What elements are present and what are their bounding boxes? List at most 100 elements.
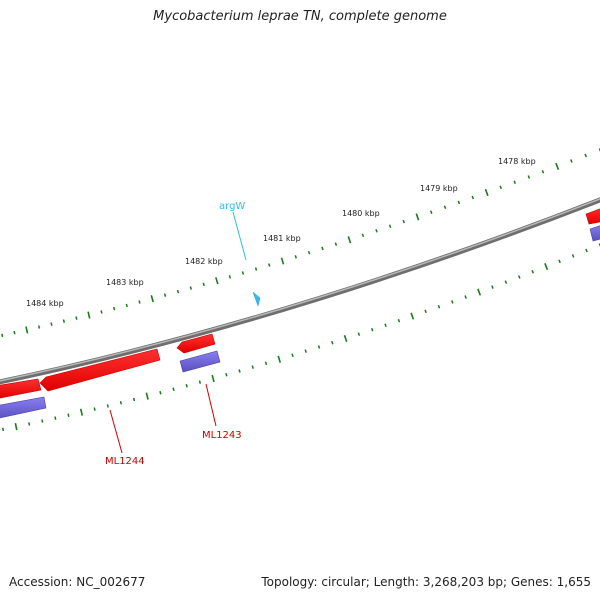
inner-minor-tick — [397, 318, 401, 323]
outer-major-tick — [280, 257, 285, 265]
argW-trna-marker[interactable] — [252, 291, 261, 307]
outer-minor-tick — [443, 205, 447, 210]
argW-label: argW — [219, 201, 245, 212]
cds-arrow-ml1244[interactable] — [39, 348, 161, 392]
inner-minor-tick — [585, 248, 588, 253]
inner-minor-tick — [518, 275, 521, 279]
inner-major-tick — [79, 408, 84, 416]
outer-minor-tick — [125, 303, 128, 308]
outer-minor-tick — [62, 319, 66, 323]
outer-minor-tick — [241, 271, 245, 275]
tick-label-1480: 1480 kbp — [342, 209, 380, 218]
inner-minor-tick — [558, 259, 561, 264]
tick-label-1483: 1483 kbp — [106, 278, 144, 287]
ml1244-label: ML1244 — [105, 456, 145, 467]
map-title: Mycobacterium leprae TN, complete genome — [153, 9, 447, 24]
outer-minor-tick — [541, 169, 545, 174]
inner-major-tick — [343, 334, 348, 343]
inner-minor-tick — [491, 285, 494, 289]
genome-summary-text: Topology: circular; Length: 3,268,203 bp… — [261, 575, 591, 589]
inner-minor-tick — [317, 345, 321, 349]
inner-minor-tick — [384, 323, 387, 328]
inner-minor-tick — [1, 427, 5, 432]
inner-minor-tick — [437, 304, 441, 309]
outer-minor-tick — [100, 310, 103, 314]
inner-minor-tick — [357, 332, 361, 336]
inner-minor-tick — [531, 270, 534, 274]
gene-bar-right-edge[interactable] — [589, 224, 600, 242]
inner-minor-tick — [251, 365, 254, 369]
tick-label-1478: 1478 kbp — [498, 157, 536, 166]
outer-minor-tick — [388, 224, 392, 229]
inner-major-tick — [211, 374, 215, 383]
ml1243-label-line — [205, 383, 217, 427]
outer-major-tick — [484, 188, 489, 197]
inner-minor-tick — [225, 372, 228, 377]
inner-minor-tick — [504, 280, 508, 284]
outer-minor-tick — [499, 185, 503, 190]
cds-arrow-left-edge[interactable] — [0, 378, 42, 399]
outer-minor-tick — [321, 246, 324, 251]
outer-minor-tick — [570, 159, 573, 163]
genome-backbone-highlight — [0, 198, 600, 382]
outer-ruler-ticks — [1, 148, 600, 338]
outer-minor-tick — [294, 255, 298, 259]
inner-minor-tick — [106, 404, 109, 408]
tick-label-1479: 1479 kbp — [420, 184, 458, 193]
outer-minor-tick — [527, 175, 531, 179]
outer-minor-tick — [163, 293, 167, 297]
outer-major-tick — [347, 236, 352, 244]
inner-minor-tick — [198, 380, 202, 384]
inner-minor-tick — [159, 391, 162, 395]
inner-minor-tick — [28, 422, 31, 426]
inner-major-tick — [14, 423, 18, 431]
outer-minor-tick — [37, 325, 41, 329]
inner-minor-tick — [370, 327, 374, 332]
outer-minor-tick — [429, 210, 433, 214]
inner-ruler-ticks — [1, 243, 600, 432]
inner-major-tick — [145, 392, 149, 400]
argW-label-line — [232, 211, 247, 261]
gene-bar-ml1244[interactable] — [0, 396, 47, 419]
cds-arrow-right-edge[interactable] — [585, 207, 600, 225]
inner-minor-tick — [132, 397, 136, 402]
genome-backbone — [0, 197, 600, 385]
outer-minor-tick — [375, 229, 378, 233]
outer-minor-tick — [202, 282, 205, 287]
outer-minor-tick — [307, 250, 311, 255]
outer-major-tick — [25, 326, 29, 334]
inner-minor-tick — [331, 340, 334, 345]
inner-minor-tick — [93, 407, 96, 411]
outer-minor-tick — [268, 263, 271, 267]
inner-minor-tick — [424, 309, 427, 314]
outer-minor-tick — [189, 286, 193, 290]
cds-arrow-ml1243[interactable] — [176, 333, 216, 354]
inner-minor-tick — [451, 300, 454, 304]
gene-bar-ml1243[interactable] — [179, 350, 221, 373]
outer-minor-tick — [402, 219, 406, 224]
inner-minor-tick — [304, 349, 307, 353]
inner-minor-tick — [67, 413, 70, 417]
inner-minor-tick — [185, 384, 188, 388]
outer-minor-tick — [138, 300, 141, 304]
outer-minor-tick — [334, 242, 338, 246]
outer-minor-tick — [13, 330, 16, 335]
outer-major-tick — [150, 295, 154, 303]
outer-minor-tick — [513, 180, 517, 184]
tick-label-1484: 1484 kbp — [26, 299, 64, 308]
inner-minor-tick — [264, 361, 268, 366]
outer-major-tick — [87, 311, 91, 319]
tick-label-1482: 1482 kbp — [185, 257, 223, 266]
ml1244-label-line — [109, 409, 123, 454]
outer-minor-tick — [50, 322, 53, 326]
inner-major-tick — [410, 312, 415, 320]
inner-minor-tick — [464, 295, 467, 299]
inner-minor-tick — [172, 387, 175, 391]
outer-minor-tick — [112, 306, 116, 311]
inner-minor-tick — [54, 416, 57, 420]
outer-minor-tick — [75, 316, 78, 320]
outer-minor-tick — [228, 275, 232, 279]
outer-minor-tick — [471, 195, 475, 200]
outer-major-tick — [215, 277, 219, 285]
